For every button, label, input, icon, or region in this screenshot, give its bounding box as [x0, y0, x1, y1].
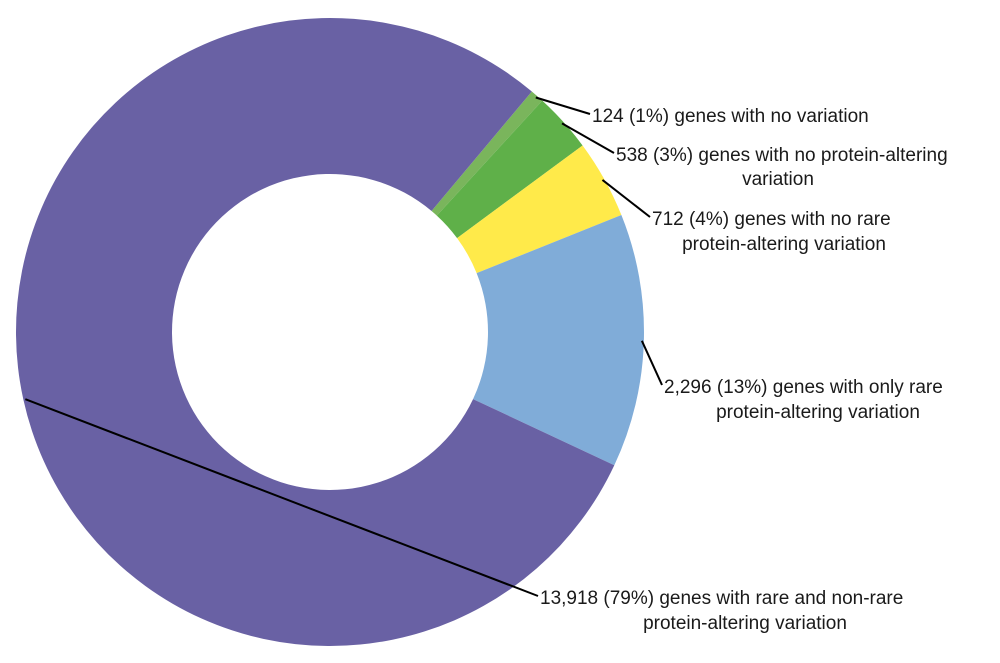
label-no-variation-line1: 124 (1%) genes with no variation — [592, 106, 869, 127]
slice-no-rare — [457, 145, 622, 274]
slice-label-no-rare: 712 (4%) genes with no rare protein-alte… — [652, 209, 891, 255]
leader-line-no-variation — [535, 96, 591, 115]
slice-label-rare-and-non-rare: 13,918 (79%) genes with rare and non-rar… — [540, 588, 903, 634]
label-no-protein-altering-line1: 538 (3%) genes with no protein-altering — [616, 145, 948, 166]
leader-line-only-rare — [640, 340, 663, 386]
slices-group — [15, 17, 644, 647]
label-only-rare-line1: 2,296 (13%) genes with only rare — [664, 377, 943, 398]
label-no-protein-altering-line2: variation — [742, 169, 814, 190]
slice-label-only-rare: 2,296 (13%) genes with only rare protein… — [664, 377, 943, 423]
label-rare-and-non-rare-line1: 13,918 (79%) genes with rare and non-rar… — [540, 588, 903, 609]
slice-label-no-protein-altering: 538 (3%) genes with no protein-altering … — [616, 145, 948, 190]
label-no-rare-line2: protein-altering variation — [682, 234, 886, 255]
slice-label-no-variation: 124 (1%) genes with no variation — [592, 106, 869, 127]
leader-line-no-rare — [601, 179, 651, 218]
label-rare-and-non-rare-line2: protein-altering variation — [643, 613, 847, 634]
label-no-rare-line1: 712 (4%) genes with no rare — [652, 209, 891, 230]
slice-no-variation — [431, 91, 543, 216]
slice-rare-and-non-rare — [15, 17, 615, 647]
slice-no-protein-altering — [436, 100, 583, 239]
leader-lines — [24, 96, 663, 597]
leader-line-no-protein-altering — [561, 122, 615, 154]
slice-only-rare — [473, 215, 644, 466]
label-only-rare-line2: protein-altering variation — [716, 402, 920, 423]
leader-line-rare-and-non-rare — [24, 398, 539, 597]
